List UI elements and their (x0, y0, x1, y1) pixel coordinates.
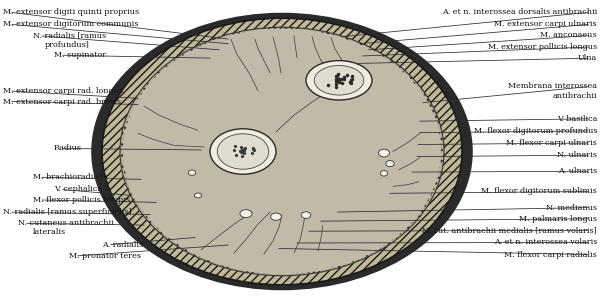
Text: V. cephalica: V. cephalica (54, 185, 102, 193)
Text: M. flexor carpi ulnaris: M. flexor carpi ulnaris (506, 139, 597, 147)
Ellipse shape (386, 161, 394, 167)
Text: lateralis: lateralis (33, 228, 66, 236)
Text: M. extensor pollicis longus: M. extensor pollicis longus (488, 43, 597, 51)
Ellipse shape (102, 18, 462, 285)
Text: M. supinator: M. supinator (54, 51, 106, 59)
Text: N. radialis [ramus superficialis]: N. radialis [ramus superficialis] (3, 208, 131, 216)
Text: M. flexor carpi radialis: M. flexor carpi radialis (504, 251, 597, 258)
Ellipse shape (91, 13, 473, 290)
Text: A. et n. interossea dorsalis antibrachii: A. et n. interossea dorsalis antibrachii (442, 8, 597, 16)
Text: M. extensor carpi ulnaris: M. extensor carpi ulnaris (494, 20, 597, 28)
Ellipse shape (379, 149, 389, 157)
Ellipse shape (306, 61, 372, 100)
Text: N. radialis [ramus: N. radialis [ramus (33, 32, 106, 40)
Text: profundus]: profundus] (45, 41, 90, 49)
Ellipse shape (314, 65, 364, 95)
Ellipse shape (188, 170, 196, 175)
Text: M. extensor digitorum communis: M. extensor digitorum communis (3, 20, 139, 28)
Text: A. ulnaris: A. ulnaris (558, 167, 597, 175)
Text: M. brachioradialis: M. brachioradialis (33, 173, 107, 181)
Ellipse shape (123, 29, 441, 274)
Ellipse shape (380, 171, 388, 176)
Text: M. pronator teres: M. pronator teres (69, 252, 141, 260)
Text: Membrana interossea: Membrana interossea (508, 82, 597, 90)
Text: M. palmaris longus: M. palmaris longus (519, 215, 597, 223)
Text: M. extensor carpi rad. longus: M. extensor carpi rad. longus (3, 87, 123, 95)
Text: M. extensor digiti quinti proprius: M. extensor digiti quinti proprius (3, 8, 139, 16)
Text: M. extensor carpi rad. brevis: M. extensor carpi rad. brevis (3, 98, 121, 105)
Text: M. flexor digitorum profundus: M. flexor digitorum profundus (473, 127, 597, 135)
Ellipse shape (194, 193, 202, 198)
Text: Radius: Radius (54, 145, 82, 152)
Text: N. cutaneus antibrachii: N. cutaneus antibrachii (18, 219, 114, 227)
Text: A. et n. interossea volaris: A. et n. interossea volaris (494, 238, 597, 246)
Text: antibrachii: antibrachii (553, 92, 597, 100)
Ellipse shape (210, 129, 276, 174)
Ellipse shape (301, 212, 311, 218)
Text: A. radialis: A. radialis (102, 241, 143, 249)
Text: M. anconaeus: M. anconaeus (541, 32, 597, 39)
Ellipse shape (120, 27, 444, 276)
Text: V. basilica: V. basilica (557, 115, 597, 123)
Text: Ulna: Ulna (578, 54, 597, 62)
Text: N. ulnaris: N. ulnaris (557, 151, 597, 159)
Text: N. cut. antibrachii medialis [ramus volaris]: N. cut. antibrachii medialis [ramus vola… (422, 226, 597, 234)
Ellipse shape (271, 213, 281, 220)
Ellipse shape (217, 134, 269, 169)
Text: M. flexor digitorum sublimis: M. flexor digitorum sublimis (481, 188, 597, 195)
Ellipse shape (240, 210, 252, 218)
Text: M. flexor pollicis longus: M. flexor pollicis longus (33, 196, 130, 204)
Text: N. medianus: N. medianus (546, 204, 597, 211)
